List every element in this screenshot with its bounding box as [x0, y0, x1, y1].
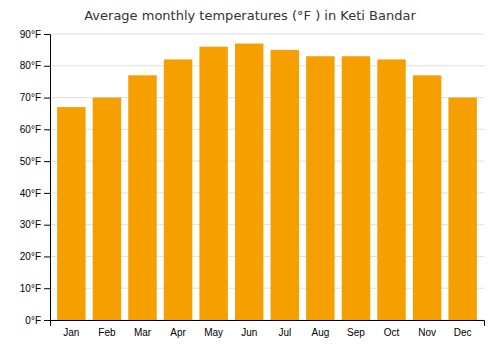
bar — [448, 98, 476, 320]
bars — [57, 44, 477, 320]
axis-line — [51, 321, 485, 327]
plot-area: 0°F 10°F 20°F 30°F 40°F 50°F 60°F 70°F 80°F 90°F J… — [20, 29, 485, 338]
tick-label: 90°F — [20, 29, 41, 40]
tick: 10°F — [20, 283, 50, 294]
chart: 0°F 10°F 20°F 30°F 40°F 50°F 60°F 70°F 80°F 90°F J… — [0, 0, 500, 350]
bar — [128, 75, 156, 320]
tick-mark — [44, 288, 50, 289]
tick-mark — [44, 129, 50, 130]
tick: Oct — [384, 327, 400, 338]
bar — [271, 50, 299, 320]
tick-label: 0°F — [25, 315, 41, 326]
bar — [93, 98, 121, 320]
tick: Apr — [170, 327, 186, 338]
tick-label: 60°F — [20, 124, 41, 135]
tick-label: 80°F — [20, 60, 41, 71]
tick-label: Jan — [63, 327, 79, 338]
tick-label: 50°F — [20, 156, 41, 167]
tick-label: Aug — [311, 327, 329, 338]
grid — [50, 34, 484, 320]
tick-mark — [44, 256, 50, 257]
bar — [342, 56, 370, 320]
tick: Jun — [241, 327, 257, 338]
tick: 90°F — [20, 29, 50, 40]
bar — [377, 59, 405, 320]
tick-label: Sep — [347, 327, 365, 338]
tick-label: Feb — [98, 327, 116, 338]
tick: 30°F — [20, 219, 50, 230]
tick-mark — [44, 66, 50, 67]
tick: 40°F — [20, 188, 50, 199]
tick-label: 10°F — [20, 283, 41, 294]
tick-label: Dec — [454, 327, 472, 338]
tick-label: 30°F — [20, 219, 41, 230]
x-axis: Jan Feb Mar Apr May Jun Jul Aug Sep Oct Nov Dec — [51, 321, 485, 339]
tick: 20°F — [20, 251, 50, 262]
tick-mark — [44, 225, 50, 226]
tick-label: Mar — [134, 327, 152, 338]
tick: Dec — [454, 327, 472, 338]
tick: 0°F — [25, 315, 50, 326]
tick-label: May — [204, 327, 223, 338]
tick-label: 20°F — [20, 251, 41, 262]
bar — [57, 107, 85, 320]
tick-label: Jun — [241, 327, 257, 338]
grid-line — [50, 65, 484, 66]
tick: Jan — [63, 327, 79, 338]
tick-label: 70°F — [20, 92, 41, 103]
tick-mark — [44, 98, 50, 99]
bar — [199, 47, 227, 320]
tick: 70°F — [20, 92, 50, 103]
tick-label: Apr — [170, 327, 186, 338]
tick-mark — [44, 161, 50, 162]
tick-label: Oct — [384, 327, 400, 338]
tick: Feb — [98, 327, 116, 338]
grid-line — [50, 34, 484, 35]
tick: Mar — [134, 327, 152, 338]
tick-mark — [44, 34, 50, 35]
tick: 80°F — [20, 60, 50, 71]
tick-mark — [44, 320, 50, 321]
bar — [413, 75, 441, 320]
tick-mark — [44, 193, 50, 194]
tick-label: Jul — [278, 327, 291, 338]
tick: May — [204, 327, 223, 338]
axis-line — [44, 35, 51, 321]
y-axis: 0°F 10°F 20°F 30°F 40°F 50°F 60°F 70°F 80°F 90°F — [20, 29, 51, 326]
tick-label: 40°F — [20, 188, 41, 199]
tick: Sep — [347, 327, 365, 338]
bar — [235, 44, 263, 320]
tick-label: Nov — [418, 327, 436, 338]
tick: Aug — [311, 327, 329, 338]
tick: 60°F — [20, 124, 50, 135]
title: Average monthly temperatures (°F ) in Ke… — [84, 8, 416, 23]
bar — [164, 59, 192, 320]
tick: Nov — [418, 327, 436, 338]
bar — [306, 56, 334, 320]
tick: 50°F — [20, 156, 50, 167]
tick: Jul — [278, 327, 291, 338]
